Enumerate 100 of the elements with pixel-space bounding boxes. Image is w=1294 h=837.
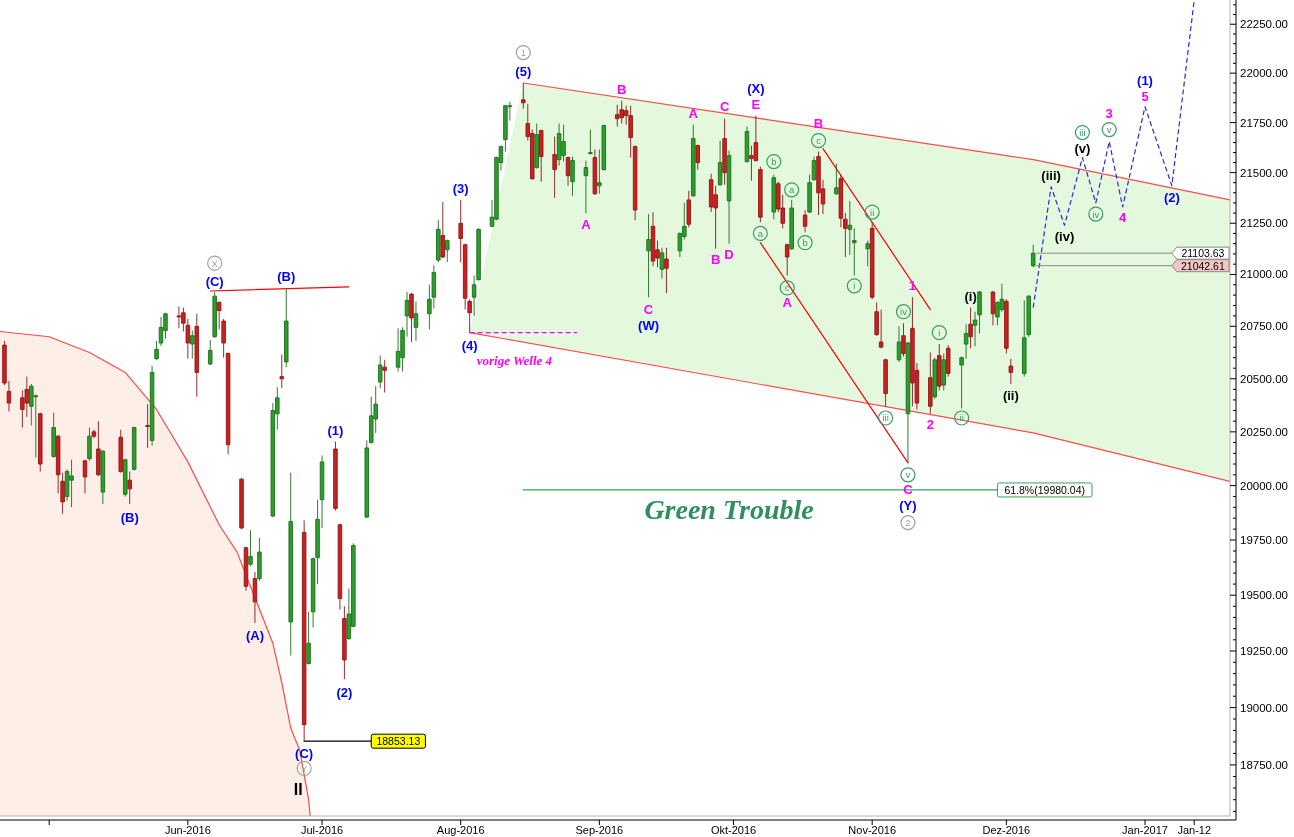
annotation: (iii): [1041, 168, 1061, 184]
candlestick: [225, 352, 231, 455]
candlestick: [118, 429, 123, 474]
candlestick: [932, 357, 938, 400]
candlestick: [628, 105, 633, 159]
candlestick: [395, 327, 401, 372]
annotation: i: [938, 327, 941, 339]
annotation: v: [1106, 124, 1112, 136]
annotation: (W): [638, 317, 660, 333]
annotation: 21103.63: [1181, 247, 1225, 260]
candlestick: [190, 330, 195, 360]
annotation: (i): [964, 289, 977, 305]
annotation: (B): [277, 269, 296, 285]
candlestick: [413, 300, 419, 342]
y-tick-label: 20250.00: [1240, 425, 1288, 438]
candlestick: [552, 136, 557, 199]
point: [779, 280, 795, 296]
candlestick: [333, 441, 338, 512]
candlestick: [901, 322, 906, 358]
annotation: A: [782, 295, 793, 310]
annotation: E: [751, 97, 761, 113]
candlestick: [583, 160, 589, 214]
x-tick-label: Jan-2017: [1122, 824, 1168, 836]
candlestick: [910, 296, 915, 407]
candlestick: [440, 201, 446, 259]
annotation: 5: [1141, 89, 1149, 105]
candlestick: [592, 149, 598, 196]
candlestick: [852, 227, 857, 276]
y-tick-label: 20500.00: [1240, 372, 1288, 385]
point: [931, 324, 947, 341]
candlestick: [248, 529, 253, 567]
candlestick: [377, 355, 383, 389]
x-tick-label: Aug-2016: [436, 824, 485, 836]
candlestick: [87, 427, 92, 462]
annotation: (v): [1074, 141, 1091, 157]
candlestick: [802, 209, 808, 233]
candlestick: [646, 213, 651, 298]
annotation: (iv): [1054, 228, 1075, 244]
annotation: (2): [1163, 190, 1180, 206]
candlestick: [207, 339, 213, 366]
candlestick: [789, 199, 794, 251]
candlestick: [834, 163, 839, 196]
annotation: 18853.13: [376, 735, 421, 748]
candlestick: [301, 519, 307, 742]
candlestick: [561, 124, 566, 163]
annotation: B: [617, 82, 627, 98]
candlestick: [158, 316, 164, 347]
candlestick: [691, 124, 696, 198]
candlestick: [257, 537, 262, 582]
candlestick: [565, 156, 571, 187]
annotation: D: [724, 247, 734, 263]
y-tick-label: 20000.00: [1240, 479, 1288, 492]
candlestick: [869, 221, 875, 300]
point: [900, 467, 916, 483]
candlestick: [69, 459, 74, 508]
y-tick-label: 22000.00: [1240, 67, 1288, 80]
candlestick: [100, 449, 106, 505]
candlestick: [1008, 358, 1014, 385]
candlestick: [588, 129, 593, 156]
candlestick: [865, 240, 870, 267]
annotation: B: [710, 252, 721, 268]
candlestick: [941, 353, 946, 391]
candlestick: [243, 546, 249, 592]
candlestick: [758, 166, 763, 223]
candlestick: [726, 150, 732, 245]
candlestick: [337, 523, 343, 611]
candlestick: [239, 477, 244, 530]
candlestick: [883, 358, 888, 407]
candlestick: [91, 429, 97, 439]
annotation: (ii): [1002, 387, 1019, 403]
candlestick: [937, 343, 942, 391]
annotation: 21042.61: [1181, 259, 1225, 272]
candlestick: [342, 605, 347, 680]
point: [784, 182, 800, 198]
candlestick: [82, 459, 88, 494]
candlestick: [811, 156, 817, 182]
y-tick-label: 18750.00: [1240, 758, 1288, 771]
annotation: iii: [1079, 127, 1086, 139]
annotation: 1: [908, 277, 917, 293]
candlestick: [807, 174, 812, 214]
x-tick-label: Jan-12: [1177, 824, 1212, 836]
annotation: i: [853, 280, 856, 292]
candlestick: [632, 145, 638, 221]
point: [810, 132, 827, 149]
candlestick: [1030, 244, 1036, 268]
annotation: (C): [205, 273, 224, 289]
candlestick: [131, 426, 137, 471]
candlestick: [659, 247, 665, 280]
annotation: ii: [870, 206, 875, 218]
annotation: b: [802, 237, 808, 249]
annotation: A: [581, 216, 592, 232]
y-tick-label: 19000.00: [1240, 701, 1288, 714]
candlestick: [896, 325, 902, 363]
annotation: a: [757, 227, 764, 239]
annotation: (5): [515, 64, 532, 80]
candlestick: [252, 571, 258, 624]
candlestick: [458, 199, 463, 263]
annotation: (4): [461, 338, 478, 354]
y-tick-label: 19500.00: [1240, 589, 1288, 602]
y-tick-label: 21750.00: [1240, 116, 1288, 129]
